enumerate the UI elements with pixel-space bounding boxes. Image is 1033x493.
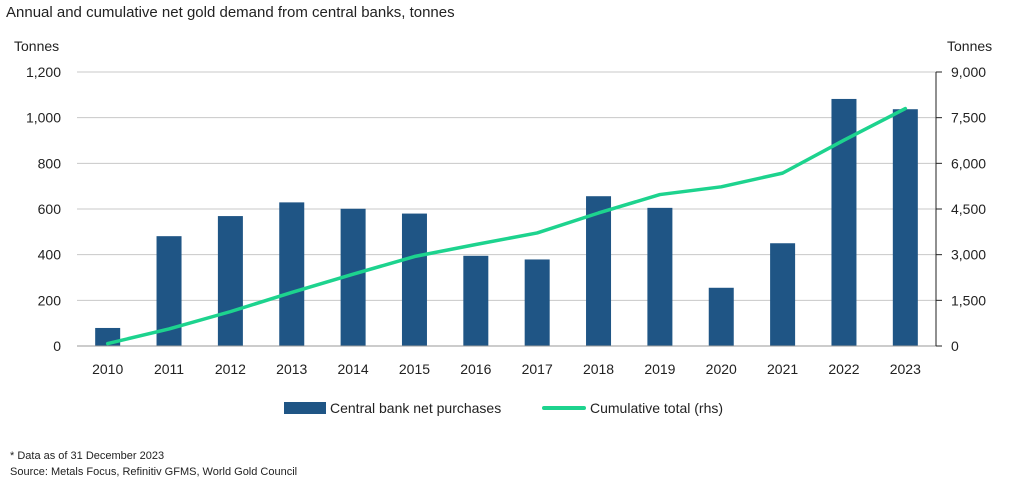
legend-item-bars: Central bank net purchases <box>284 400 501 416</box>
bar <box>524 259 550 346</box>
left-y-tick-label: 400 <box>38 247 62 263</box>
x-tick-label: 2011 <box>154 361 184 377</box>
x-tick-label: 2017 <box>522 361 553 377</box>
bar <box>217 216 243 346</box>
left-y-tick-label: 600 <box>38 201 62 217</box>
x-tick-label: 2019 <box>644 361 675 377</box>
bar <box>708 287 734 346</box>
x-tick-label: 2015 <box>399 361 430 377</box>
x-tick-label: 2018 <box>583 361 614 377</box>
left-y-tick-label: 1,200 <box>26 64 61 80</box>
bar <box>770 243 796 346</box>
legend-swatch-bars <box>284 402 326 414</box>
chart-plot-area: 0 200 400 600 800 1,000 1,200 2010 2011 2012 2013 2… <box>26 64 986 377</box>
bar <box>401 213 427 346</box>
x-tick-label: 2020 <box>706 361 737 377</box>
legend: Central bank net purchases Cumulative to… <box>0 400 1033 422</box>
right-y-tick-label: 6,000 <box>951 155 986 171</box>
x-tick-label: 2010 <box>92 361 123 377</box>
bar <box>586 196 612 346</box>
right-y-tick-label: 9,000 <box>951 64 986 80</box>
cumulative-line <box>105 106 908 346</box>
right-y-tick-label: 1,500 <box>951 292 986 308</box>
x-tick-label: 2022 <box>828 361 859 377</box>
bar <box>647 207 673 346</box>
x-tick-label: 2014 <box>338 361 369 377</box>
x-tick-label: 2023 <box>890 361 921 377</box>
legend-label-line: Cumulative total (rhs) <box>590 400 724 416</box>
bar <box>892 109 918 347</box>
left-axis-unit-label: Tonnes <box>14 38 60 54</box>
x-tick-label: 2016 <box>460 361 491 377</box>
x-tick-label: 2021 <box>767 361 798 377</box>
right-axis-unit-label: Tonnes <box>947 38 993 54</box>
x-tick-label: 2013 <box>276 361 307 377</box>
legend-item-line: Cumulative total (rhs) <box>542 400 723 416</box>
left-y-tick-label: 0 <box>53 338 61 354</box>
bar <box>279 202 305 346</box>
legend-label-bars: Central bank net purchases <box>330 400 502 416</box>
right-y-tick-label: 7,500 <box>951 110 986 126</box>
x-tick-label: 2012 <box>215 361 246 377</box>
left-y-tick-label: 800 <box>38 155 62 171</box>
chart-title: Annual and cumulative net gold demand fr… <box>6 4 455 21</box>
data-date-note: * Data as of 31 December 2023 <box>10 450 165 462</box>
footnotes: * Data as of 31 December 2023 Source: Me… <box>10 448 297 480</box>
source-note: Source: Metals Focus, Refinitiv GFMS, Wo… <box>10 466 298 478</box>
right-y-tick-label: 0 <box>951 338 959 354</box>
legend-swatch-line <box>542 406 586 410</box>
left-y-tick-label: 1,000 <box>26 110 61 126</box>
left-y-tick-label: 200 <box>38 292 62 308</box>
bar <box>463 255 489 346</box>
right-y-tick-label: 4,500 <box>951 201 986 217</box>
right-y-tick-label: 3,000 <box>951 247 986 263</box>
